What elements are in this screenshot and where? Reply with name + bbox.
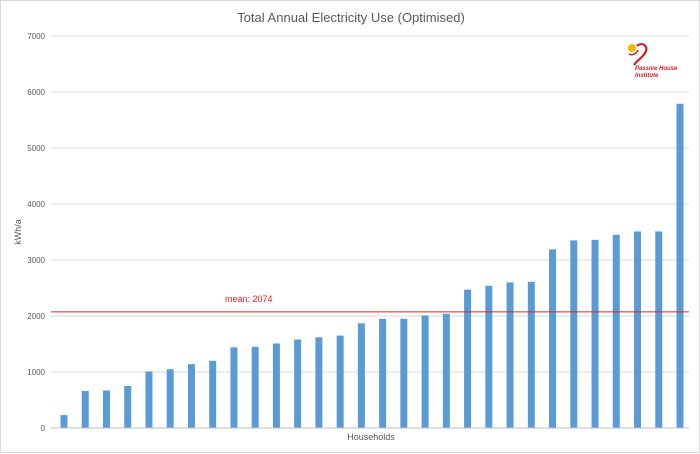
y-tick-label: 2000 [27,312,45,321]
bar [166,369,174,428]
bar [400,318,408,428]
y-tick-label: 1000 [27,368,45,377]
logo-swoosh-icon [633,43,648,66]
bar [549,249,557,428]
x-axis-label: Households [347,432,395,442]
bar [612,234,620,428]
y-tick-label: 4000 [27,200,45,209]
bar [60,415,68,428]
passive-house-institute-logo: Passive House Institute [628,43,678,79]
bar [570,240,578,428]
logo-line-2: Institute [635,73,659,79]
y-tick-label: 3000 [27,256,45,265]
bar [655,231,663,428]
bar [209,360,217,428]
bar [187,364,195,428]
y-tick-label: 0 [41,424,46,433]
bar [676,103,684,428]
bar [464,289,472,428]
chart-title: Total Annual Electricity Use (Optimised) [237,10,465,25]
logo-line-1: Passive House [635,66,678,72]
bar [272,343,280,428]
bar [102,390,110,428]
bar [421,315,429,428]
bar [230,347,238,428]
bar [251,346,259,428]
bar [81,391,89,428]
bar [145,371,153,428]
y-tick-label: 6000 [27,88,45,97]
bar [527,281,535,428]
bar [506,282,514,428]
bar [124,386,132,428]
y-axis-ticks: 0 1000 2000 3000 4000 5000 6000 7000 [27,32,45,433]
logo-sun-icon [628,44,636,52]
bar [315,337,323,428]
bars [60,103,684,428]
bar [485,285,493,428]
mean-label: mean: 2074 [225,294,273,304]
bar [442,313,450,428]
bar [294,339,302,428]
bar [379,318,387,428]
y-tick-label: 5000 [27,144,45,153]
bar [591,239,599,428]
logo-swoosh-inner-icon [628,49,639,56]
bar [357,323,365,428]
y-tick-label: 7000 [27,32,45,41]
y-axis-label: kWh/a [13,219,23,245]
bar [336,335,344,428]
gridlines [51,35,689,373]
bar [634,231,642,428]
